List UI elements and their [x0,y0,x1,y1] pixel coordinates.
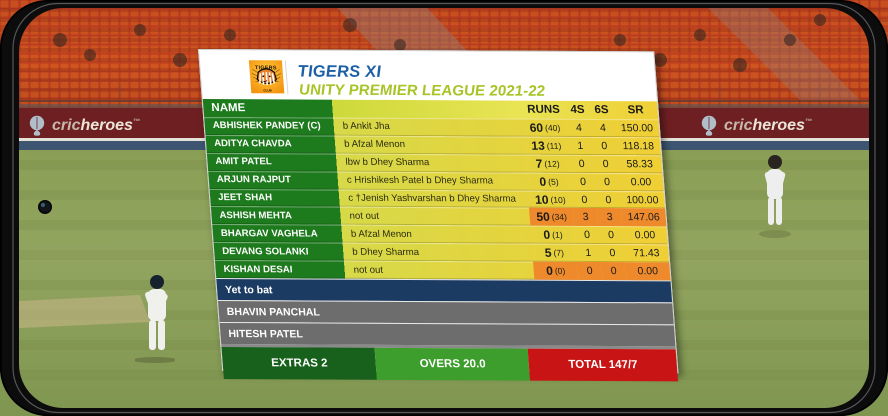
svg-text:CLUB: CLUB [263,88,272,92]
svg-text:TIGERS: TIGERS [255,65,277,71]
